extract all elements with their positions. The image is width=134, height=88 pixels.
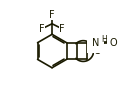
Text: O: O xyxy=(94,46,101,56)
Text: F: F xyxy=(49,10,55,20)
Text: F: F xyxy=(39,24,45,34)
Text: H: H xyxy=(93,37,99,46)
Text: O: O xyxy=(109,38,117,48)
Text: N: N xyxy=(92,38,99,48)
Text: H: H xyxy=(101,35,107,44)
Text: F: F xyxy=(59,24,65,34)
